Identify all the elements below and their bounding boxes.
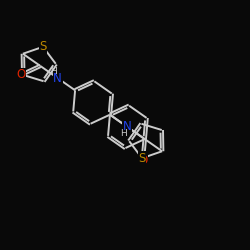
Text: N: N	[53, 72, 62, 85]
Text: O: O	[16, 68, 26, 82]
Text: S: S	[39, 40, 47, 53]
Text: H: H	[120, 130, 127, 138]
Text: O: O	[138, 154, 147, 167]
Text: N: N	[123, 120, 132, 134]
Text: S: S	[138, 152, 146, 165]
Text: H: H	[50, 67, 57, 76]
